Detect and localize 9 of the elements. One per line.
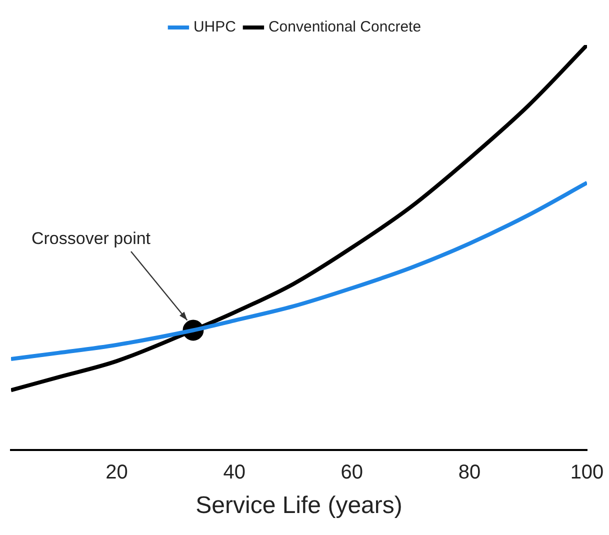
x-axis-title: Service Life (years) — [196, 492, 402, 520]
legend-label: UHPC — [193, 18, 236, 36]
x-tick-label: 20 — [106, 462, 128, 484]
x-tick-label: 100 — [570, 462, 604, 484]
x-tick-label: 40 — [223, 462, 246, 484]
x-tick-label: 80 — [458, 462, 481, 484]
annotation: Crossover point — [31, 229, 151, 248]
legend-label: Conventional Concrete — [268, 18, 422, 36]
x-tick-label: 60 — [340, 462, 364, 484]
